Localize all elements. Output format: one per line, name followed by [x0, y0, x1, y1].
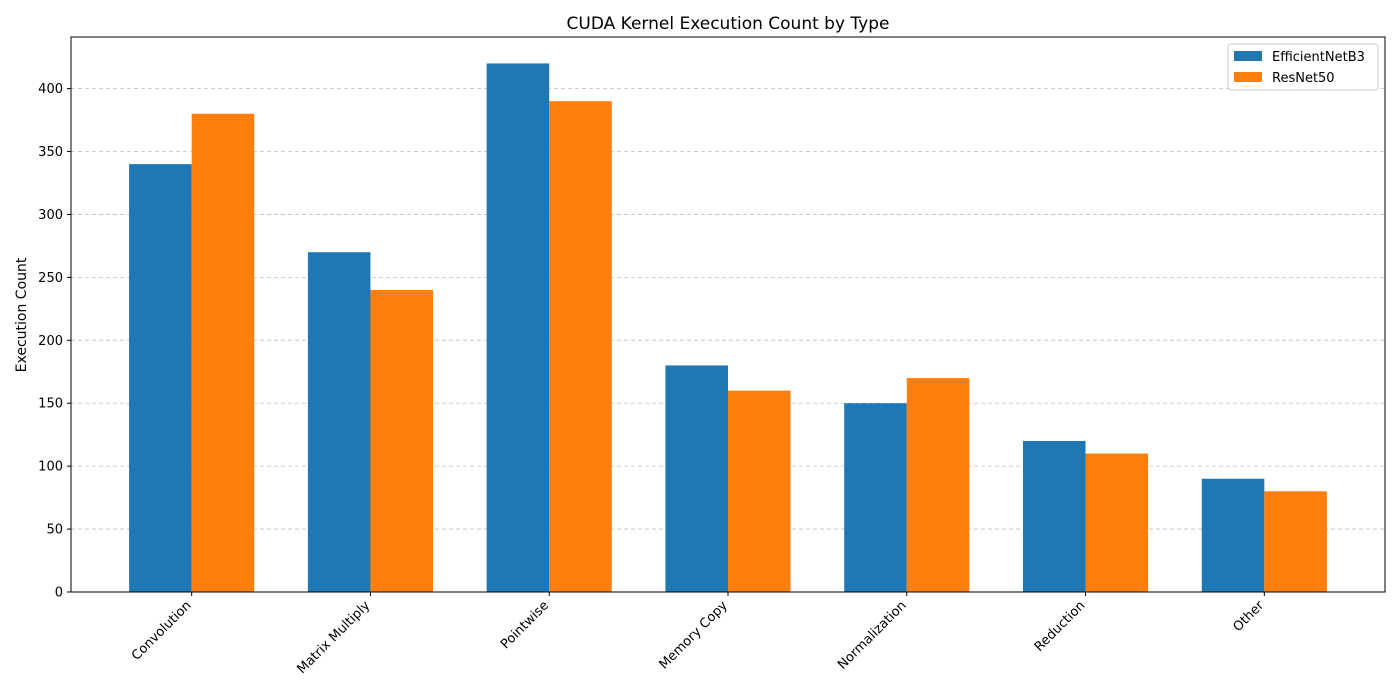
- bar-efficientnetb3: [129, 164, 192, 593]
- legend-label: ResNet50: [1272, 71, 1335, 86]
- y-tick-label: 200: [38, 334, 63, 349]
- x-tick-label: Matrix Multiply: [295, 598, 374, 677]
- x-tick-label: Convolution: [129, 598, 195, 664]
- legend-label: EfficientNetB3: [1272, 50, 1365, 65]
- x-tick-label: Memory Copy: [657, 598, 731, 672]
- bar-efficientnetb3: [1201, 478, 1265, 592]
- x-tick-label: Reduction: [1032, 598, 1089, 655]
- y-tick-label: 150: [38, 397, 63, 412]
- chart-title: CUDA Kernel Execution Count by Type: [567, 14, 890, 34]
- bar-resnet50: [1264, 491, 1327, 592]
- legend-swatch: [1234, 72, 1262, 82]
- bar-resnet50: [370, 289, 434, 592]
- bar-resnet50: [1085, 453, 1149, 592]
- x-tick-label: Other: [1230, 598, 1267, 635]
- y-tick-label: 350: [38, 145, 63, 160]
- gridlines: [71, 88, 1385, 530]
- bar-efficientnetb3: [844, 403, 907, 592]
- bar-efficientnetb3: [307, 252, 371, 592]
- bar-efficientnetb3: [665, 365, 728, 592]
- legend: EfficientNetB3 ResNet50: [1227, 43, 1379, 91]
- legend-swatch: [1234, 51, 1262, 61]
- bars: [129, 63, 1327, 593]
- y-tick-label: 100: [38, 460, 63, 475]
- legend-box: [1227, 43, 1379, 91]
- x-tick-label: Normalization: [835, 598, 909, 672]
- y-tick-label: 400: [38, 82, 63, 97]
- y-axis-title: Execution Count: [14, 257, 30, 372]
- y-tick-label: 50: [46, 523, 63, 538]
- x-tick-label: Pointwise: [498, 598, 552, 652]
- y-tick-label: 250: [38, 271, 63, 286]
- y-tick-label: 300: [38, 208, 63, 223]
- y-tick-label: 0: [55, 586, 63, 601]
- bar-efficientnetb3: [486, 63, 550, 592]
- bar-resnet50: [191, 113, 255, 592]
- bar-resnet50: [906, 378, 970, 592]
- y-axis: 0 50 100 150 200 250 300 350 400: [38, 82, 71, 601]
- bar-efficientnetb3: [1022, 440, 1086, 592]
- x-axis: Convolution Matrix Multiply Pointwise Memor…: [129, 592, 1268, 677]
- bar-resnet50: [728, 390, 791, 592]
- bar-resnet50: [549, 101, 612, 593]
